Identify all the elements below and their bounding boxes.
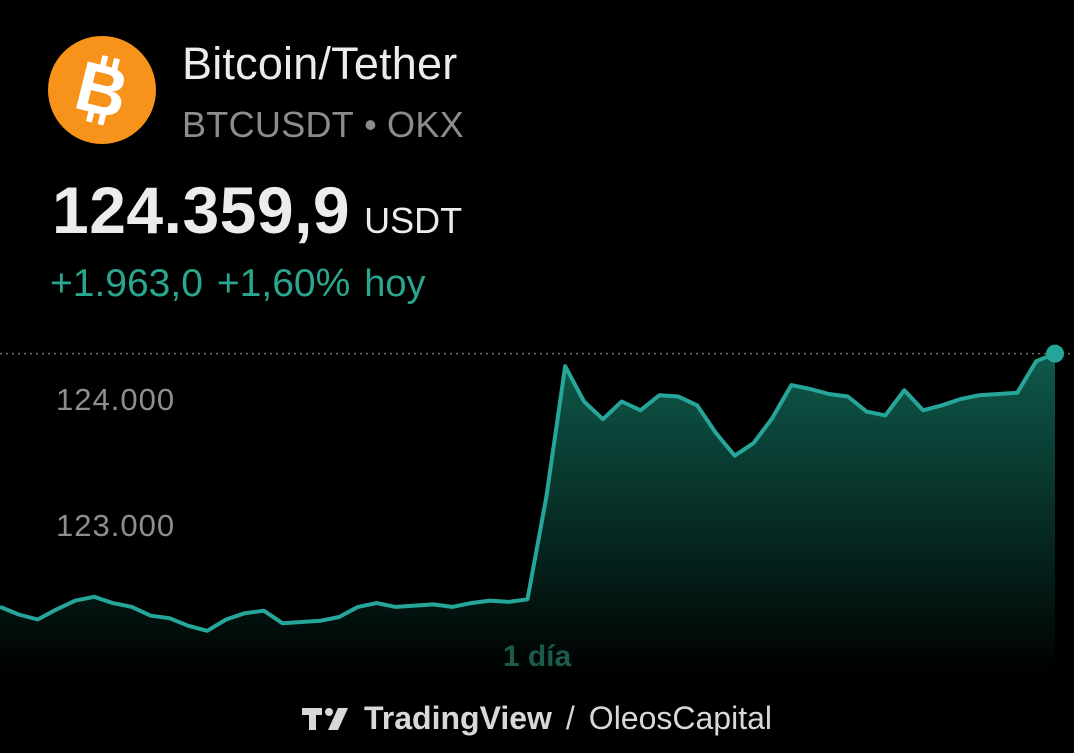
change-period: hoy [364, 263, 426, 305]
change-absolute: +1.963,0 [50, 262, 203, 305]
price-currency: USDT [364, 200, 463, 241]
period-label[interactable]: 1 día [503, 640, 572, 673]
change-row: +1.963,0 +1,60% hoy [50, 262, 426, 306]
change-percent: +1,60% [216, 262, 351, 305]
footer-author[interactable]: OleosCapital [588, 700, 772, 736]
footer-brand[interactable]: TradingView [364, 700, 552, 736]
footer-attribution: TradingView / OleosCapital [0, 700, 1074, 737]
asset-subtitle: BTCUSDT • OKX [182, 104, 464, 146]
asset-logo: B [48, 36, 156, 144]
bitcoin-icon: B [48, 36, 156, 144]
bitcoin-icon-circle [48, 36, 156, 144]
subtitle-separator: • [364, 104, 378, 145]
tradingview-logo-icon [302, 707, 348, 730]
price-row: 124.359,9 USDT [52, 172, 462, 248]
price-area [0, 353, 1055, 675]
price-line [0, 351, 1056, 633]
asset-name: Bitcoin/Tether [182, 38, 458, 89]
last-price: 124.359,9 [52, 173, 351, 247]
last-price-marker [1046, 344, 1064, 363]
y-tick-label: 123.000 [56, 508, 175, 543]
y-tick-label: 124.000 [56, 382, 175, 417]
asset-exchange: OKX [387, 104, 464, 145]
asset-symbol: BTCUSDT [182, 104, 355, 145]
footer-separator: / [565, 700, 575, 736]
price-chart[interactable]: 124.000 123.000 1 día [0, 330, 1074, 675]
